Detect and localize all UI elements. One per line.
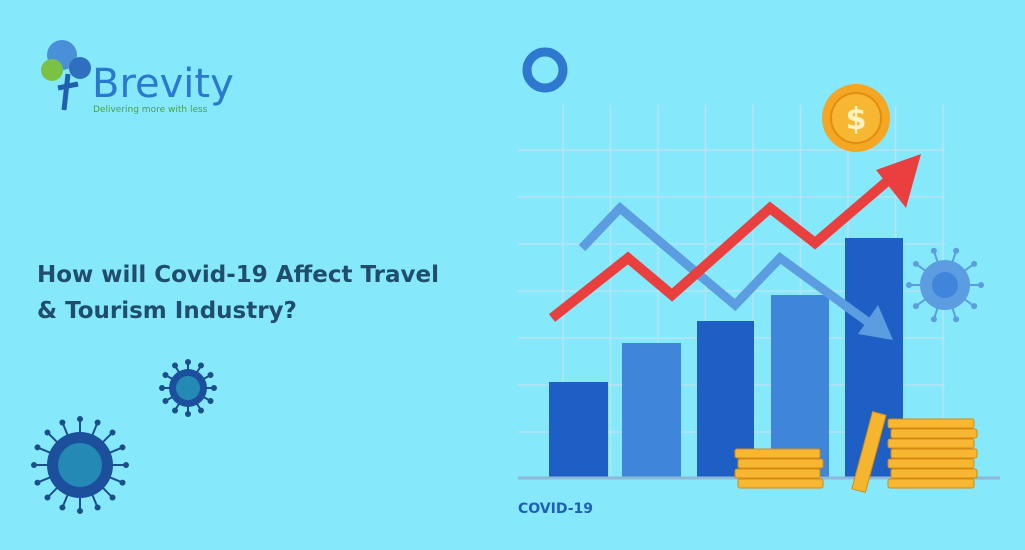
coin bbox=[737, 458, 824, 469]
coin-stacks bbox=[734, 418, 978, 489]
virus-spike-tip bbox=[44, 429, 51, 436]
up-arrowhead bbox=[876, 154, 921, 208]
down-arrowhead bbox=[858, 305, 893, 340]
virus-spike-tip bbox=[953, 316, 960, 323]
virus-spike-tip bbox=[94, 419, 101, 426]
virus-spike-tip bbox=[162, 398, 169, 404]
virus-spike-tip bbox=[211, 385, 217, 391]
virus-body bbox=[932, 272, 958, 298]
virus-spike-tip bbox=[912, 303, 919, 310]
virus-spike-tip bbox=[930, 247, 937, 254]
virus-spike-tip bbox=[207, 372, 214, 378]
virus-spike-tip bbox=[109, 429, 116, 436]
logo-tagline: Delivering more with less bbox=[93, 105, 208, 115]
virus bbox=[47, 432, 113, 498]
headline-line: & Tourism Industry? bbox=[37, 298, 297, 324]
virus-spike-tip bbox=[31, 462, 37, 468]
coin bbox=[890, 428, 978, 439]
virus-spike-tip bbox=[109, 494, 116, 501]
bars bbox=[549, 238, 903, 478]
virus-spike-tip bbox=[185, 359, 191, 365]
coin bbox=[830, 92, 882, 144]
logo-figure bbox=[57, 73, 79, 111]
virus bbox=[169, 369, 207, 407]
coin bbox=[887, 438, 975, 449]
coin bbox=[890, 468, 978, 479]
coin bbox=[887, 458, 975, 469]
logo-leaf bbox=[69, 57, 91, 79]
virus-spike-tip bbox=[185, 411, 191, 417]
down-trend bbox=[578, 201, 875, 329]
coin bbox=[734, 468, 821, 479]
virus-spike-tip bbox=[123, 462, 129, 468]
virus-spike-tip bbox=[971, 260, 978, 267]
virus-spike-tip bbox=[77, 416, 83, 422]
virus-spike-tip bbox=[198, 407, 204, 414]
coin-roll bbox=[851, 410, 887, 494]
virus-spike-tip bbox=[77, 508, 83, 514]
coin bbox=[737, 478, 824, 489]
coin bbox=[890, 448, 978, 459]
virus-spike-tip bbox=[59, 504, 66, 511]
bar bbox=[549, 382, 608, 478]
coin bbox=[887, 478, 975, 489]
virus-spike-tip bbox=[172, 407, 178, 414]
coin bbox=[734, 448, 821, 459]
up-trend bbox=[548, 168, 902, 322]
headline-line: How will Covid-19 Affect Travel bbox=[37, 262, 439, 288]
virus-spike-tip bbox=[162, 372, 169, 378]
virus-spike-tip bbox=[59, 419, 66, 426]
virus-spike-tip bbox=[172, 362, 178, 369]
coin bbox=[887, 418, 975, 429]
virus-spike-tip bbox=[953, 247, 960, 254]
virus-spike-tip bbox=[159, 385, 165, 391]
virus-spike-tip bbox=[119, 444, 126, 451]
logo-name: Brevity bbox=[92, 61, 234, 107]
donut-icon bbox=[522, 47, 568, 93]
logo: Brevity Delivering more with less bbox=[41, 40, 234, 115]
virus-spike-tip bbox=[198, 362, 204, 369]
virus-spike-tip bbox=[119, 479, 126, 486]
virus-spike-tip bbox=[906, 282, 912, 288]
bar bbox=[622, 343, 681, 478]
virus-spike-tip bbox=[971, 303, 978, 310]
logo-leaf bbox=[41, 59, 63, 81]
virus-spike-tip bbox=[930, 316, 937, 323]
virus-body bbox=[176, 376, 200, 400]
virus-spike-tip bbox=[34, 479, 41, 486]
virus-spike-tip bbox=[207, 398, 214, 404]
illustration-label: COVID-19 bbox=[518, 501, 593, 517]
coin-symbol: $ bbox=[846, 102, 867, 137]
virus-spike-tip bbox=[94, 504, 101, 511]
virus-body bbox=[58, 443, 102, 487]
bar bbox=[771, 295, 829, 478]
virus-spike-tip bbox=[44, 494, 51, 501]
virus bbox=[920, 260, 970, 310]
virus-spike-tip bbox=[34, 444, 41, 451]
virus-spike-tip bbox=[978, 282, 984, 288]
virus-spike-tip bbox=[912, 260, 919, 267]
